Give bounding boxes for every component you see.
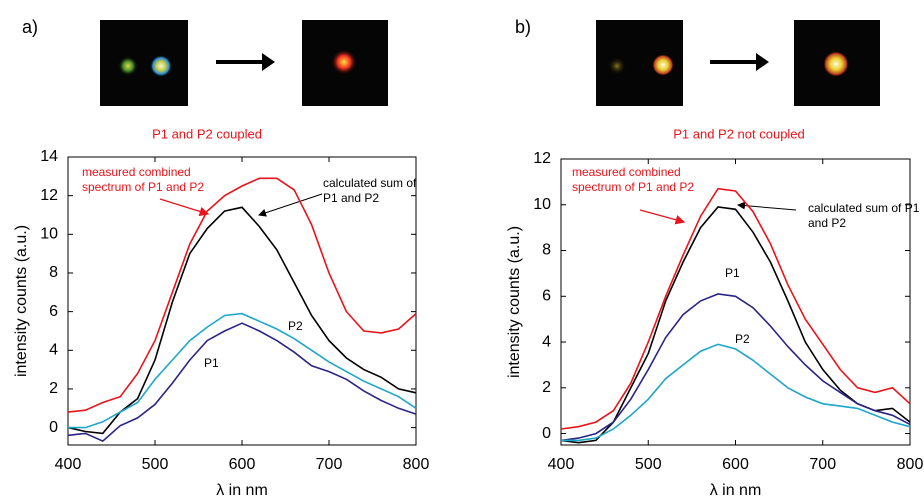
series-label: P2 [735, 332, 750, 346]
series-line [561, 343, 911, 442]
series-label: measured combined spectrum of P1 and P2 [82, 165, 205, 194]
x-tick-label: 400 [548, 456, 575, 473]
y-tick-label: 6 [542, 287, 551, 304]
y-tick-label: 0 [542, 425, 551, 442]
x-axis-label: λ in nm [710, 482, 762, 499]
y-tick-label: 2 [49, 380, 58, 397]
series-label: measured combined spectrum of P1 and P2 [572, 165, 695, 194]
y-tick-label: 4 [49, 342, 58, 359]
image-caption: P1 and P2 coupled [152, 126, 262, 141]
particle-images [100, 20, 880, 106]
y-tick-label: 6 [49, 303, 58, 320]
series-label: calculated sum of P1 and P2 [808, 201, 920, 230]
series-line [560, 187, 911, 430]
series-label: P1 [725, 266, 740, 280]
panel-label: b) [515, 17, 531, 37]
x-tick-label: 700 [809, 456, 836, 473]
y-axis-label: intensity counts (a.u.) [506, 226, 523, 378]
y-tick-label: 10 [533, 196, 551, 213]
x-axis-label: λ in nm [216, 482, 268, 499]
y-tick-label: 12 [40, 187, 58, 204]
y-tick-label: 4 [542, 333, 551, 350]
y-tick-label: 10 [40, 226, 58, 243]
x-tick-label: 800 [403, 456, 430, 473]
y-tick-label: 0 [49, 419, 58, 436]
x-tick-label: 500 [142, 456, 169, 473]
series-line [68, 312, 417, 429]
series-label: P2 [288, 319, 303, 333]
x-tick-label: 600 [229, 456, 256, 473]
series-label: P1 [204, 356, 219, 370]
x-tick-label: 800 [897, 456, 924, 473]
y-axis-label: intensity counts (a.u.) [13, 225, 30, 377]
x-tick-label: 500 [635, 456, 662, 473]
x-tick-label: 400 [55, 456, 82, 473]
series-line [560, 206, 911, 444]
y-tick-label: 2 [542, 379, 551, 396]
series-label: calculated sum of P1 and P2 [323, 176, 417, 205]
y-tick-label: 8 [542, 242, 551, 259]
image-caption: P1 and P2 not coupled [673, 126, 805, 141]
series-line [560, 293, 911, 442]
y-tick-label: 14 [40, 148, 58, 165]
y-tick-label: 12 [533, 150, 551, 167]
series-line [67, 322, 417, 443]
y-tick-label: 8 [49, 264, 58, 281]
series-line [67, 206, 417, 435]
x-tick-label: 600 [722, 456, 749, 473]
series-line [67, 177, 417, 413]
x-tick-label: 700 [316, 456, 343, 473]
panel-label: a) [22, 17, 38, 37]
